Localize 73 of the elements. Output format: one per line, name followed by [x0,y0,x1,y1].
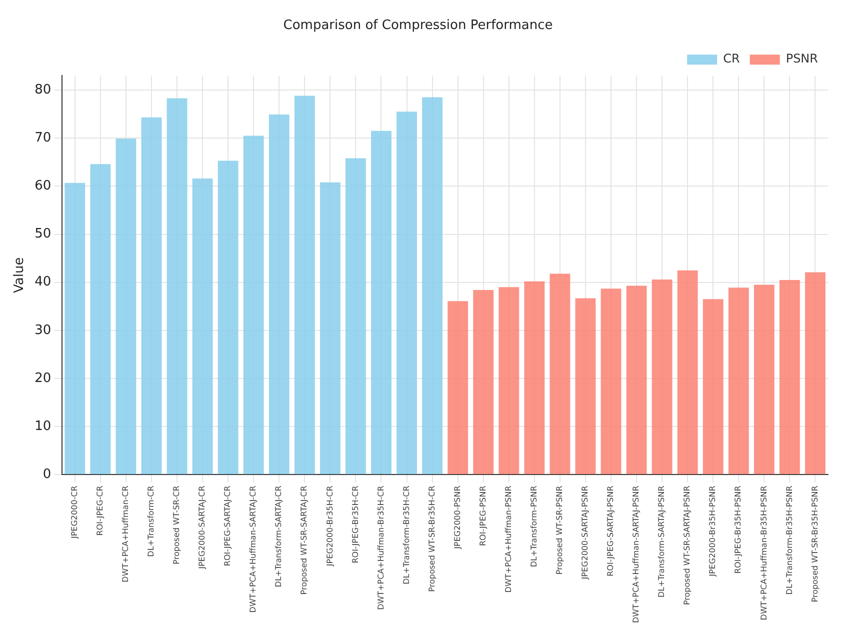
bar [422,97,443,474]
legend-label: PSNR [786,52,818,66]
bar [626,286,647,474]
bar [473,290,494,474]
x-tick-label: JPEG2000-Br35H-PSNR [708,485,718,578]
bar [268,114,290,474]
x-tick-label: Proposed WT-SR-PSNR [555,485,564,575]
bar [166,98,188,474]
x-tick-label: Proposed WT-SR-SARTAJ-PSNR [682,485,692,606]
bar [575,298,596,474]
x-tick-label: JPEG2000-CR [70,485,79,540]
x-tick-label: JPEG2000-SARTAJ-CR [198,485,207,570]
bar [550,274,570,474]
x-tick-label: ROI-JPEG-CR [96,485,105,536]
y-tick-label: 10 [34,418,52,434]
bar [294,96,315,474]
bar [116,138,136,474]
bar [677,270,698,474]
x-tick-label: ROI-JPEG-SARTAJ-PSNR [606,485,616,576]
x-tick-label: ROI-JPEG-Br35H-PSNR [734,485,743,574]
x-tick-label: ROI-JPEG-Br35H-CR [350,485,360,564]
legend-label: CR [723,52,740,66]
bar [141,117,162,474]
bar [192,178,213,474]
bar [702,299,724,474]
y-tick-label: 70 [34,130,52,146]
bar [64,182,86,474]
bar [498,287,520,474]
bar [524,281,545,474]
x-tick-label: JPEG2000-Br35H-CR [325,485,334,568]
bar [396,112,417,474]
x-tick-label: DL+Transform-CR [146,485,156,557]
x-tick-label: Proposed WT-SR-CR [172,485,182,564]
bar [448,301,468,474]
y-tick-label: 20 [34,370,52,386]
chart-title: Comparison of Compression Performance [283,18,553,34]
x-tick-label: DWT+PCA+Huffman-SARTAJ-PSNR [632,485,641,624]
bar [90,164,111,474]
bar [779,280,800,474]
x-tick-label: DWT+PCA+Huffman-Br35H-CR [376,485,386,610]
y-tick-label: 0 [42,467,52,482]
bar [243,136,264,474]
y-tick-label: 50 [34,226,52,242]
bar [218,160,238,474]
x-tick-label: DL+Transform-SARTAJ-PSNR [657,485,666,598]
bar [652,279,672,474]
x-tick-label: JPEG2000-SARTAJ-PSNR [580,485,590,580]
x-tick-label: JPEG2000-PSNR [452,485,462,550]
x-tick-label: Proposed WT-SR-SARTAJ-CR [300,485,309,595]
y-tick-label: 40 [34,274,52,290]
y-axis-title: Value [12,257,28,293]
x-tick-label: DWT+PCA+Huffman-CR [121,485,130,582]
bar [320,182,340,474]
bar [346,158,366,474]
x-tick-label: DWT+PCA+Huffman-Br35H-PSNR [759,485,768,620]
bar [728,288,749,474]
x-tick-label: Proposed WT-SR-Br35H-CR [427,485,436,592]
x-tick-label: ROI-JPEG-PSNR [478,485,488,546]
x-tick-label: DL+Transform-Br35H-CR [402,485,411,584]
x-tick-label: DL+Transform-Br35H-PSNR [784,485,794,595]
x-tick-label: DL+Transform-PSNR [530,485,538,568]
x-tick-label: DL+Transform-SARTAJ-CR [274,485,284,588]
bar [754,284,774,474]
y-tick-label: 30 [34,322,52,338]
x-tick-label: DWT+PCA+Huffman-SARTAJ-CR [248,485,258,613]
x-tick-label: Proposed WT-SR-Br35H-PSNR [810,485,820,602]
y-tick-label: 80 [34,82,52,98]
bar [600,288,622,474]
x-tick-label: DWT+PCA+Huffman-PSNR [504,485,513,593]
bar [371,130,392,474]
bar [805,272,826,474]
x-tick-label: ROI-JPEG-SARTAJ-CR [223,485,232,566]
y-tick-label: 60 [34,178,52,194]
